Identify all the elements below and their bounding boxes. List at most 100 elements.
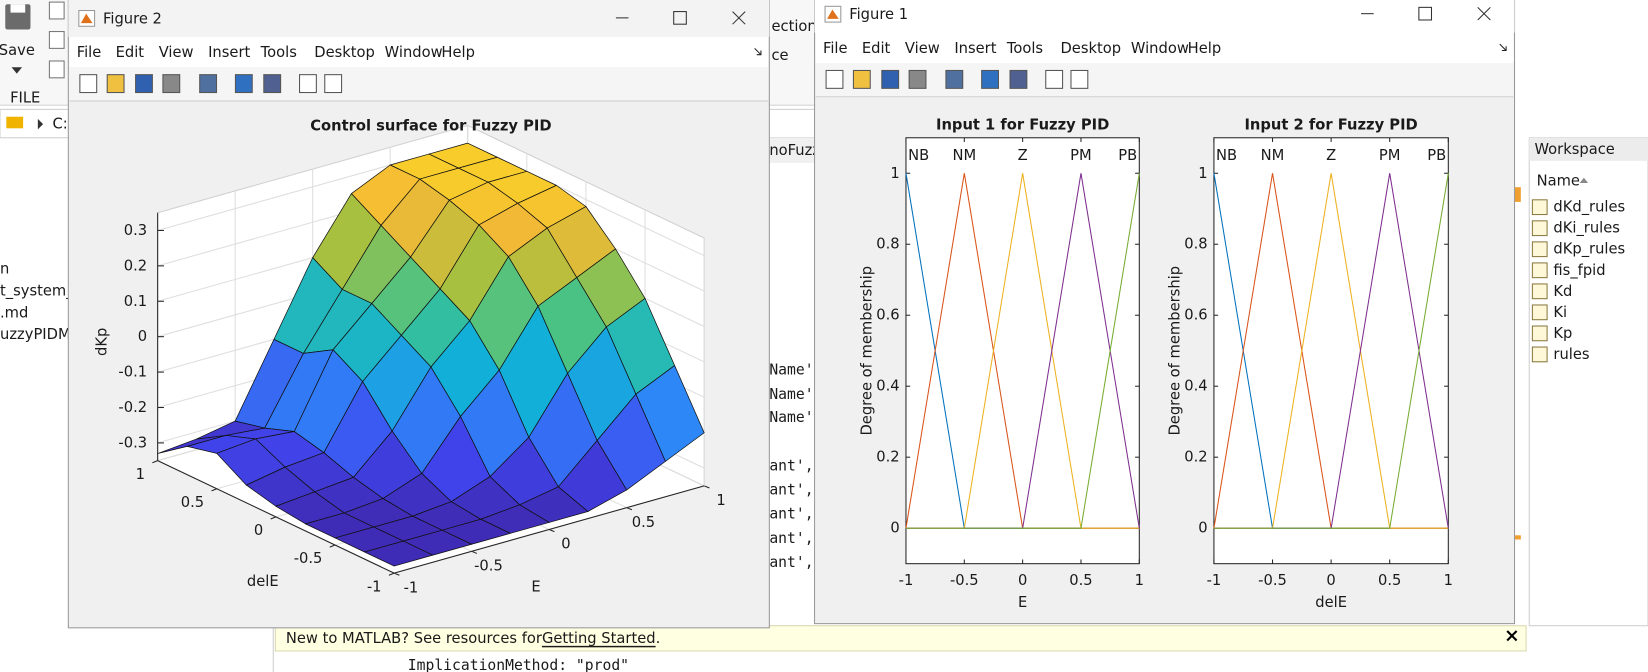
menu-item[interactable]: Insert	[208, 44, 250, 61]
y-axis-label: Degree of membership	[1167, 266, 1184, 436]
workspace-var[interactable]: fis_fpid	[1553, 262, 1605, 279]
toolbar	[69, 67, 769, 101]
workspace-var[interactable]: dKp_rules	[1553, 241, 1625, 258]
toolbar-button[interactable]	[324, 74, 343, 94]
figure-icon-logo	[80, 13, 93, 24]
code-fragment: Name'	[769, 362, 813, 379]
toolstrip-icon[interactable]	[48, 31, 65, 49]
plot-area	[1213, 137, 1449, 565]
toolbar-button[interactable]	[981, 69, 999, 89]
banner-link[interactable]: Getting Started	[542, 630, 656, 647]
close-button[interactable]	[732, 11, 746, 25]
toolbar-button[interactable]	[263, 74, 282, 94]
workspace-var[interactable]: Kd	[1553, 283, 1572, 300]
toolbar-button[interactable]	[908, 69, 927, 89]
x-tick-label: 0	[561, 536, 570, 553]
var-icon	[1531, 304, 1548, 321]
path-arrow	[37, 118, 44, 130]
menu-item[interactable]: Help	[1188, 40, 1222, 57]
x-tick-label: 0.5	[1069, 572, 1092, 589]
mf-label: PB	[1427, 147, 1446, 164]
toolstrip-icon[interactable]	[48, 60, 65, 79]
menu-item[interactable]: Edit	[862, 40, 891, 57]
workspace-var[interactable]: dKd_rules	[1553, 199, 1625, 216]
toolstrip-label: ection	[771, 18, 816, 35]
x-tick	[626, 507, 633, 511]
var-icon	[1531, 325, 1548, 342]
workspace-var[interactable]: Kp	[1553, 325, 1572, 342]
toolstrip-icon[interactable]	[48, 1, 65, 20]
menu-item[interactable]: Insert	[954, 40, 996, 57]
file-item[interactable]: .md	[0, 304, 28, 321]
banner-close[interactable]	[1506, 630, 1518, 642]
menu-item[interactable]: Help	[441, 44, 475, 61]
y-tick-label: 1	[1198, 165, 1207, 182]
mf-label: NB	[908, 147, 929, 164]
toolbar-button[interactable]	[106, 74, 125, 94]
toolbar-button[interactable]	[234, 74, 253, 94]
file-item[interactable]: uzzyPIDMc	[0, 326, 79, 343]
z-tick-label: -0.2	[118, 399, 147, 416]
save-icon-inner	[10, 4, 26, 13]
toolbar-button[interactable]	[852, 69, 871, 89]
toolstrip-section: FILE	[10, 89, 40, 106]
mf-label: Z	[1018, 147, 1028, 164]
file-item[interactable]: n	[0, 261, 9, 278]
file-item[interactable]: t_system_m	[0, 282, 88, 299]
z-tick-label: -0.1	[118, 364, 147, 381]
workspace-header	[1529, 137, 1648, 161]
toolbar-button[interactable]	[199, 74, 218, 94]
toolbar-button[interactable]	[135, 74, 153, 94]
x-tick-label: -0.5	[1258, 572, 1287, 589]
menu-item[interactable]: View	[159, 44, 194, 61]
x-tick	[548, 529, 555, 533]
menu-item[interactable]: File	[77, 44, 102, 61]
axis-line	[393, 485, 705, 574]
menu-item[interactable]: Window	[385, 44, 443, 61]
toolbar-button[interactable]	[1009, 69, 1028, 89]
dock-arrow[interactable]	[1499, 43, 1507, 52]
toolbar-button[interactable]	[881, 69, 900, 89]
save-dropdown[interactable]	[11, 67, 23, 74]
maximize-button[interactable]	[1418, 6, 1433, 21]
workspace-var[interactable]: rules	[1553, 346, 1589, 363]
z-tick-label: 0.2	[124, 257, 147, 274]
menu-item[interactable]: Tools	[1006, 40, 1043, 57]
close-button[interactable]	[1477, 6, 1491, 21]
toolbar-button[interactable]	[945, 69, 964, 89]
workspace-column[interactable]: Name	[1537, 172, 1580, 189]
maximize-button[interactable]	[673, 11, 687, 25]
menu-item[interactable]: Desktop	[314, 44, 375, 61]
dock-arrow[interactable]	[754, 48, 762, 56]
menu-item[interactable]: File	[823, 40, 848, 57]
menu-item[interactable]: View	[905, 40, 940, 57]
chart-title: Input 2 for Fuzzy PID	[1244, 117, 1417, 134]
var-icon	[1531, 283, 1548, 300]
menu-item[interactable]: Edit	[116, 44, 145, 61]
workspace-var[interactable]: Ki	[1553, 304, 1567, 321]
x-tick-label: 0.5	[1378, 572, 1401, 589]
toolbar-button[interactable]	[79, 74, 98, 94]
var-icon	[1531, 241, 1548, 258]
y-tick	[388, 572, 395, 576]
toolbar-button[interactable]	[825, 69, 844, 89]
x-tick-label: 1	[716, 492, 725, 509]
banner	[274, 625, 1527, 652]
menu-item[interactable]: Tools	[260, 44, 297, 61]
var-icon	[1531, 220, 1548, 237]
chart-title: Control surface for Fuzzy PID	[310, 118, 551, 135]
y-tick-label: 0.2	[1184, 449, 1207, 466]
toolbar-button[interactable]	[299, 74, 317, 94]
current-path[interactable]: C:	[53, 116, 68, 133]
toolbar-button[interactable]	[1045, 69, 1064, 89]
save-button[interactable]: Save	[0, 42, 35, 59]
menu-item[interactable]: Window	[1131, 40, 1189, 57]
toolbar-button[interactable]	[162, 74, 181, 94]
workspace-var[interactable]: dKi_rules	[1553, 220, 1620, 237]
code-fragment: ant',	[769, 457, 813, 474]
title-bar	[814, 0, 1515, 33]
code-fragment: ant',	[769, 482, 813, 499]
y-tick-label: 0.2	[876, 449, 899, 466]
menu-item[interactable]: Desktop	[1060, 40, 1121, 57]
toolbar-button[interactable]	[1070, 69, 1089, 89]
